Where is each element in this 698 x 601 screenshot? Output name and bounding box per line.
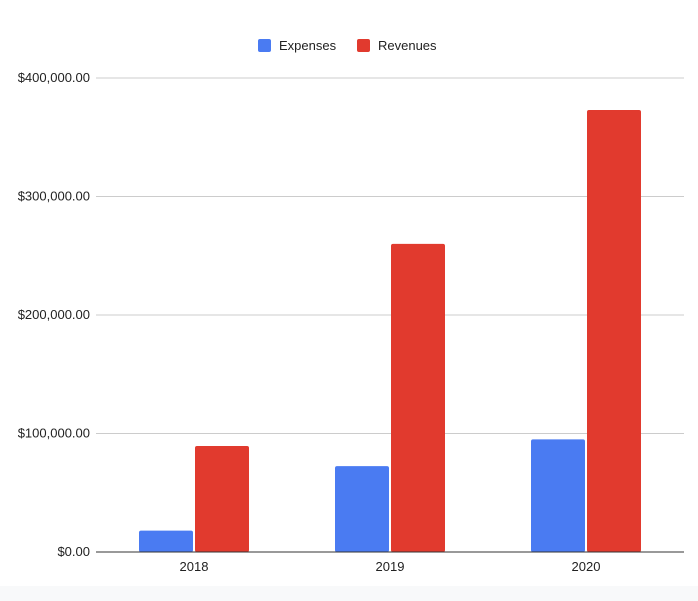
bar-chart: $0.00 $100,000.00 $200,000.00 $300,000.00 $4… — [18, 38, 684, 574]
y-tick-label: $300,000.00 — [18, 189, 90, 204]
bar-expenses-2020 — [531, 439, 585, 552]
legend-swatch-expenses — [258, 39, 271, 52]
y-tick-label: $400,000.00 — [18, 70, 90, 85]
legend-swatch-revenues — [357, 39, 370, 52]
bar-revenues-2018 — [195, 445, 249, 552]
bar-expenses-2018 — [139, 530, 193, 552]
y-tick-label: $200,000.00 — [18, 307, 90, 322]
bar-revenues-2020 — [587, 109, 641, 553]
legend: Expenses Revenues — [258, 38, 437, 53]
y-axis: $0.00 $100,000.00 $200,000.00 $300,000.00 $4… — [18, 70, 90, 559]
x-axis: 2018 2019 2020 — [96, 551, 684, 574]
legend-label: Revenues — [378, 38, 437, 53]
x-tick-label: 2018 — [180, 559, 209, 574]
legend-label: Expenses — [279, 38, 337, 53]
x-tick-label: 2019 — [376, 559, 405, 574]
gridlines — [96, 77, 684, 434]
x-tick-label: 2020 — [572, 559, 601, 574]
bar-revenues-2019 — [391, 243, 445, 552]
y-tick-label: $0.00 — [57, 544, 90, 559]
bars — [139, 109, 641, 553]
chart-area: $0.00 $100,000.00 $200,000.00 $300,000.00 $4… — [17, 38, 684, 574]
y-tick-label: $100,000.00 — [18, 426, 90, 441]
bar-expenses-2019 — [335, 466, 389, 552]
